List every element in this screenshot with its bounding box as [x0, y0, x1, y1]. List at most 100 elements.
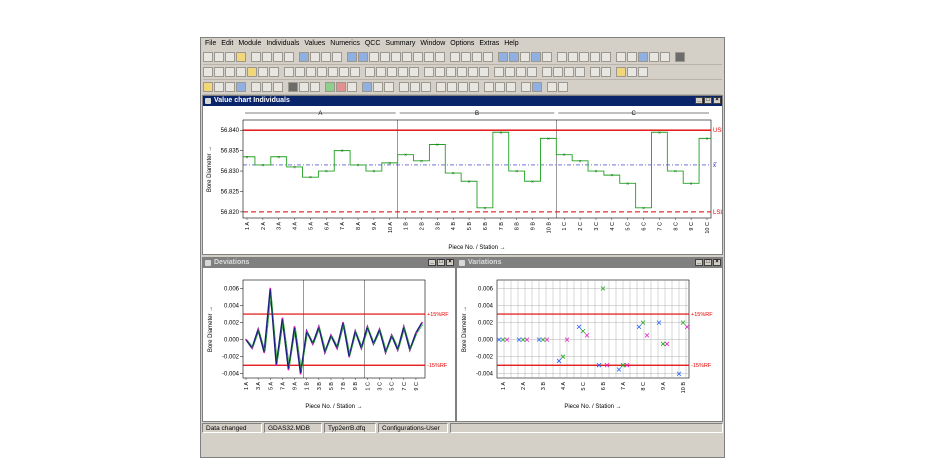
toolbar-button-icon[interactable] [284, 52, 294, 62]
toolbar-button-icon[interactable] [601, 52, 611, 62]
toolbar-button-icon[interactable] [472, 52, 482, 62]
toolbar-button-icon[interactable] [236, 67, 246, 77]
toolbar-button-icon[interactable] [284, 67, 294, 77]
minimize-button[interactable]: _ [695, 97, 703, 104]
toolbar-button-icon[interactable] [321, 52, 331, 62]
toolbar-button-icon[interactable] [373, 82, 383, 92]
value-chart-titlebar[interactable]: Value chart Individuals _ □ × [203, 96, 722, 106]
toolbar-button-icon[interactable] [660, 52, 670, 62]
menu-numerics[interactable]: Numerics [330, 40, 360, 47]
toolbar-button-icon[interactable] [479, 67, 489, 77]
toolbar-button-icon[interactable] [225, 52, 235, 62]
toolbar-button-icon[interactable] [601, 67, 611, 77]
toolbar-button-icon[interactable] [435, 52, 445, 62]
maximize-button[interactable]: □ [704, 97, 712, 104]
toolbar-button-icon[interactable] [328, 67, 338, 77]
deviations-titlebar[interactable]: Deviations _ □ × [203, 258, 455, 268]
toolbar-button-icon[interactable] [402, 52, 412, 62]
menu-file[interactable]: File [205, 40, 217, 47]
toolbar-button-icon[interactable] [424, 52, 434, 62]
toolbar-button-icon[interactable] [225, 82, 235, 92]
toolbar-button-icon[interactable] [532, 82, 542, 92]
toolbar-button-icon[interactable] [458, 82, 468, 92]
toolbar-button-icon[interactable] [339, 67, 349, 77]
toolbar-button-icon[interactable] [542, 52, 552, 62]
toolbar-button-icon[interactable] [203, 52, 213, 62]
menu-values[interactable]: Values [304, 40, 326, 47]
toolbar-button-icon[interactable] [498, 52, 508, 62]
toolbar-button-icon[interactable] [376, 67, 386, 77]
toolbar-button-icon[interactable] [310, 52, 320, 62]
toolbar-button-icon[interactable] [483, 52, 493, 62]
toolbar-button-icon[interactable] [387, 67, 397, 77]
toolbar-button-icon[interactable] [225, 67, 235, 77]
maximize-button[interactable]: □ [704, 259, 712, 266]
toolbar-button-icon[interactable] [447, 82, 457, 92]
toolbar-button-icon[interactable] [638, 52, 648, 62]
toolbar-button-icon[interactable] [273, 52, 283, 62]
toolbar-button-icon[interactable] [317, 67, 327, 77]
toolbar-button-icon[interactable] [616, 52, 626, 62]
toolbar-button-icon[interactable] [638, 67, 648, 77]
toolbar-button-icon[interactable] [542, 67, 552, 77]
toolbar-button-icon[interactable] [262, 52, 272, 62]
deviations-window[interactable]: Deviations _ □ × 0.006 0.004 0.002 0.000 -0.… [202, 257, 456, 422]
toolbar-button-icon[interactable] [484, 82, 494, 92]
toolbar-button-icon[interactable] [295, 67, 305, 77]
toolbar-button-icon[interactable] [269, 67, 279, 77]
value-chart-window[interactable]: Value chart Individuals _ □ × A B C 56.840 5… [202, 95, 723, 255]
toolbar-button-icon[interactable] [347, 82, 357, 92]
toolbar-button-icon[interactable] [435, 67, 445, 77]
toolbar-button-icon[interactable] [347, 52, 357, 62]
toolbar-button-icon[interactable] [649, 52, 659, 62]
toolbar-button-icon[interactable] [531, 52, 541, 62]
toolbar-button-icon[interactable] [299, 52, 309, 62]
toolbar-button-icon[interactable] [590, 52, 600, 62]
minimize-button[interactable]: _ [428, 259, 436, 266]
minimize-button[interactable]: _ [695, 259, 703, 266]
toolbar-button-icon[interactable] [457, 67, 467, 77]
toolbar-button-icon[interactable] [398, 67, 408, 77]
toolbar-button-icon[interactable] [236, 52, 246, 62]
toolbar-button-icon[interactable] [505, 67, 515, 77]
toolbar-button-icon[interactable] [521, 82, 531, 92]
toolbar-button-icon[interactable] [527, 67, 537, 77]
menu-summary[interactable]: Summary [385, 40, 416, 47]
toolbar-button-icon[interactable] [273, 82, 283, 92]
toolbar-button-icon[interactable] [520, 52, 530, 62]
toolbar-button-icon[interactable] [424, 67, 434, 77]
toolbar-button-icon[interactable] [469, 82, 479, 92]
toolbar-button-icon[interactable] [409, 67, 419, 77]
toolbar-button-icon[interactable] [325, 82, 335, 92]
toolbar-button-icon[interactable] [251, 52, 261, 62]
toolbar-button-icon[interactable] [627, 67, 637, 77]
toolbar-button-icon[interactable] [590, 67, 600, 77]
toolbar-button-icon[interactable] [509, 52, 519, 62]
toolbar-button-icon[interactable] [203, 82, 213, 92]
toolbar-button-icon[interactable] [575, 67, 585, 77]
toolbar-button-icon[interactable] [516, 67, 526, 77]
toolbar-button-icon[interactable] [369, 52, 379, 62]
toolbar-button-icon[interactable] [627, 52, 637, 62]
toolbar-button-icon[interactable] [362, 82, 372, 92]
toolbar-button-icon[interactable] [306, 67, 316, 77]
toolbar-button-icon[interactable] [358, 52, 368, 62]
toolbar-button-icon[interactable] [247, 67, 257, 77]
toolbar-button-icon[interactable] [579, 52, 589, 62]
menu-module[interactable]: Module [238, 40, 262, 47]
toolbar-button-icon[interactable] [262, 82, 272, 92]
toolbar-button-icon[interactable] [553, 67, 563, 77]
toolbar-button-icon[interactable] [251, 82, 261, 92]
toolbar-button-icon[interactable] [310, 82, 320, 92]
variations-titlebar[interactable]: Variations _ □ × [457, 258, 722, 268]
toolbar-button-icon[interactable] [495, 82, 505, 92]
toolbar-button-icon[interactable] [410, 82, 420, 92]
toolbar-button-icon[interactable] [380, 52, 390, 62]
toolbar-button-icon[interactable] [214, 52, 224, 62]
toolbar-button-icon[interactable] [391, 52, 401, 62]
menu-options[interactable]: Options [450, 40, 475, 47]
menu-individuals[interactable]: Individuals [266, 40, 300, 47]
toolbar-button-icon[interactable] [468, 67, 478, 77]
toolbar-button-icon[interactable] [568, 52, 578, 62]
toolbar-button-icon[interactable] [558, 82, 568, 92]
